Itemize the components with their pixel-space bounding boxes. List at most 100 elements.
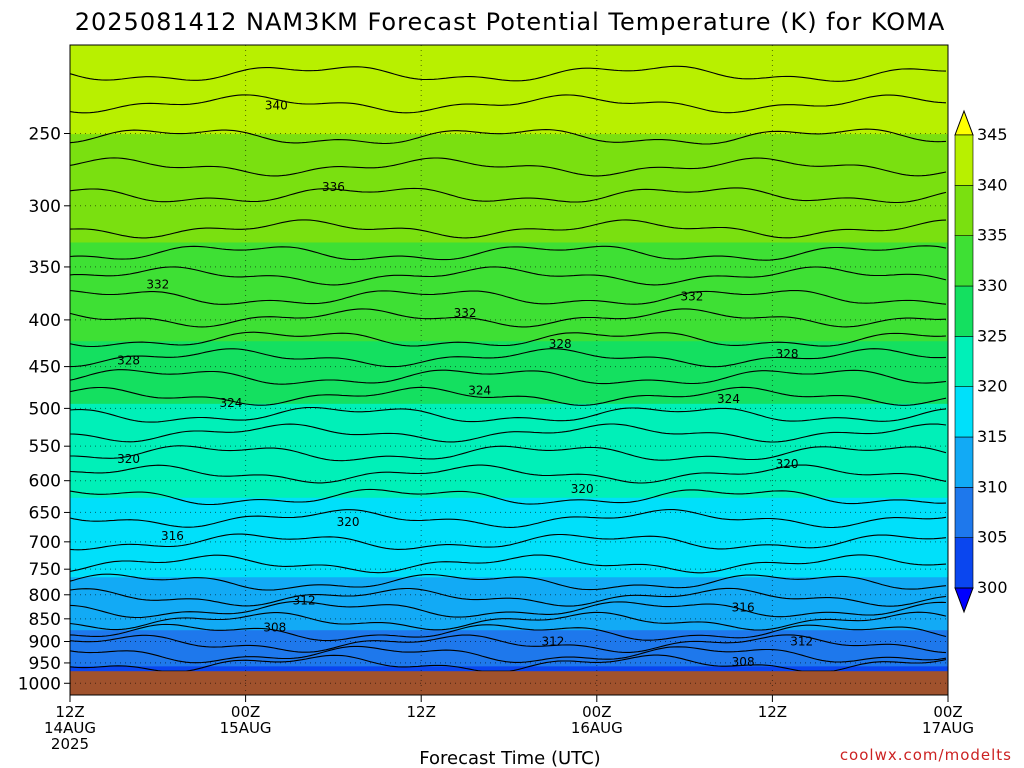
colorbar-min-arrow	[954, 587, 974, 614]
theta-band	[70, 329, 948, 333]
theta-band	[70, 293, 948, 297]
theta-band	[70, 305, 948, 309]
theta-band	[70, 608, 948, 612]
theta-band	[70, 153, 948, 157]
theta-band	[70, 83, 948, 87]
theta-band	[70, 509, 948, 513]
x-tick-label: 00Z	[231, 703, 260, 721]
theta-band	[70, 468, 948, 472]
y-tick-label: 500	[29, 399, 61, 419]
theta-band	[70, 240, 948, 244]
theta-band	[70, 666, 948, 670]
theta-band	[70, 649, 948, 653]
theta-band	[70, 524, 948, 528]
theta-band	[70, 384, 948, 388]
theta-band	[70, 403, 948, 407]
theta-band	[70, 507, 948, 511]
theta-band	[70, 247, 948, 251]
theta-band	[70, 189, 948, 193]
contour-line	[69, 386, 947, 406]
theta-band	[70, 632, 948, 636]
theta-band	[70, 533, 948, 537]
contour-label: 316	[732, 600, 755, 614]
theta-band	[70, 659, 948, 663]
theta-band	[70, 550, 948, 554]
theta-band	[70, 297, 948, 301]
theta-band	[70, 382, 948, 386]
colorbar-label: 345	[977, 125, 1008, 144]
colorbar-max-arrow	[954, 109, 974, 136]
theta-band	[70, 589, 948, 593]
contour-line	[69, 611, 947, 631]
y-tick-label: 1000	[18, 674, 61, 694]
theta-band	[70, 411, 948, 415]
credit-text: coolwx.com/modelts	[840, 746, 1012, 764]
theta-band	[70, 208, 948, 212]
theta-band	[70, 536, 948, 540]
theta-band	[70, 346, 948, 350]
y-tick-label: 650	[29, 503, 61, 523]
theta-band	[70, 663, 948, 667]
theta-band	[70, 437, 948, 441]
theta-band	[70, 285, 948, 289]
theta-band	[70, 601, 948, 605]
theta-band	[70, 88, 948, 92]
theta-band	[70, 254, 948, 258]
theta-band	[70, 273, 948, 277]
theta-band	[70, 355, 948, 359]
theta-band	[70, 69, 948, 73]
contour-line	[69, 157, 947, 177]
theta-band	[70, 220, 948, 224]
theta-band	[70, 223, 948, 227]
theta-band	[70, 143, 948, 147]
theta-band	[70, 485, 948, 489]
theta-band	[70, 76, 948, 80]
theta-band	[70, 199, 948, 203]
contour-line	[69, 331, 947, 348]
theta-band	[70, 651, 948, 655]
theta-band	[70, 627, 948, 631]
y-tick-label: 600	[29, 472, 61, 492]
theta-band	[70, 615, 948, 619]
contour-label: 328	[549, 337, 572, 351]
theta-band	[70, 577, 948, 581]
contour-label: 320	[776, 457, 799, 471]
theta-band	[70, 348, 948, 352]
colorbar: 300 305 310 315 320 325 330 335 340 345	[954, 109, 1008, 614]
theta-band	[70, 158, 948, 162]
contour-label: 312	[790, 634, 813, 648]
theta-band	[70, 591, 948, 595]
contour-label: 332	[680, 289, 703, 303]
theta-band	[70, 466, 948, 470]
y-tick-label: 700	[29, 533, 61, 553]
contour-label: 324	[468, 384, 491, 398]
contour-label: 320	[117, 452, 140, 466]
theta-band	[70, 372, 948, 376]
theta-band	[70, 276, 948, 280]
contour-label: 328	[117, 353, 140, 367]
theta-band	[70, 300, 948, 304]
theta-band	[70, 228, 948, 232]
theta-band	[70, 379, 948, 383]
theta-band	[70, 389, 948, 393]
theta-band	[70, 531, 948, 535]
theta-band	[70, 138, 948, 142]
contour-label: 312	[541, 634, 564, 648]
contour-label: 328	[776, 347, 799, 361]
contour-label: 332	[146, 278, 169, 292]
theta-band	[70, 302, 948, 306]
theta-band	[70, 242, 948, 246]
colorbar-band	[954, 235, 974, 287]
theta-band	[70, 134, 948, 138]
theta-band	[70, 456, 948, 460]
theta-band	[70, 483, 948, 487]
y-tick-label: 450	[29, 358, 61, 378]
theta-band	[70, 45, 948, 49]
theta-band	[70, 606, 948, 610]
y-tick-label: 350	[29, 258, 61, 278]
theta-band	[70, 642, 948, 646]
theta-band	[70, 317, 948, 321]
contour-line	[69, 423, 947, 443]
plot-area: 340 336 332 332 332 328 328 328 324 324 324 320 320 3…	[69, 44, 949, 696]
theta-band	[70, 452, 948, 456]
